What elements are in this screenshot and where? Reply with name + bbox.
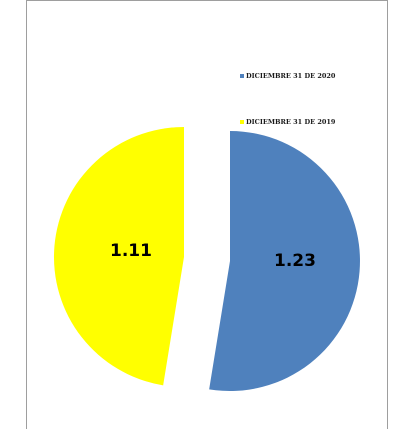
pie-slice-2019 — [53, 127, 185, 386]
legend-swatch-2019 — [240, 120, 244, 124]
pie-slice-2020 — [209, 131, 360, 391]
legend-label-2019: DICIEMBRE 31 DE 2019 — [246, 118, 336, 126]
legend-item-2019: DICIEMBRE 31 DE 2019 — [240, 118, 335, 126]
data-label-2019: 1.11 — [110, 241, 152, 261]
data-label-2020: 1.23 — [274, 251, 316, 271]
legend-label-2020: DICIEMBRE 31 DE 2020 — [246, 72, 336, 80]
legend-swatch-2020 — [240, 74, 244, 78]
legend-item-2020: DICIEMBRE 31 DE 2020 — [240, 72, 335, 80]
